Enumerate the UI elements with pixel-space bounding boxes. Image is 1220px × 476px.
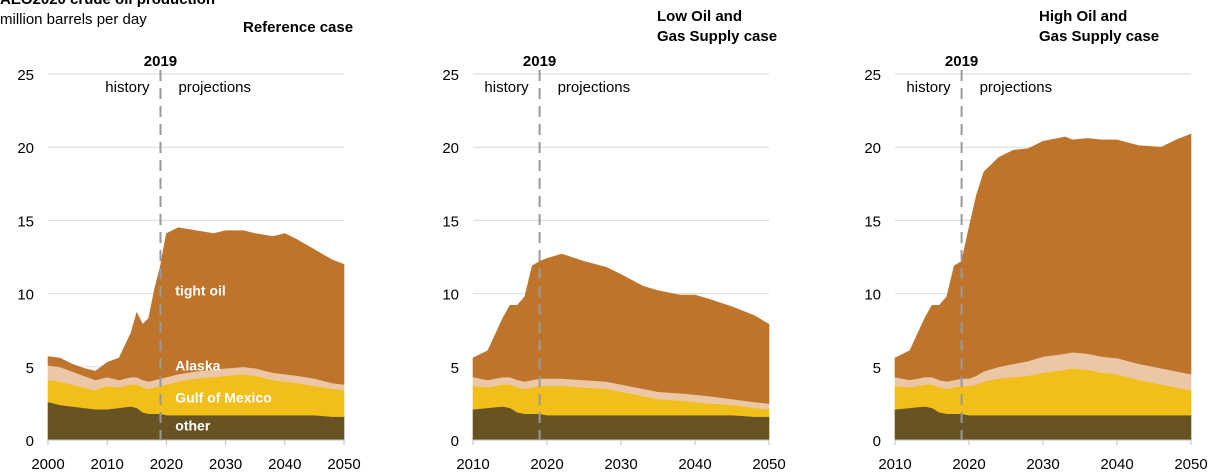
y-tick-label: 0 bbox=[873, 433, 881, 450]
y-tick-label: 0 bbox=[26, 433, 34, 450]
y-tick-label: 15 bbox=[864, 213, 881, 230]
y-tick-label: 10 bbox=[17, 287, 34, 304]
panel-title-high-line1: High Oil and bbox=[1039, 8, 1128, 25]
y-tick-label: 5 bbox=[451, 360, 459, 377]
y-tick-label: 5 bbox=[873, 360, 881, 377]
x-tick-label: 2030 bbox=[209, 456, 242, 473]
y-tick-label: 10 bbox=[442, 287, 459, 304]
panel-title-low-line1: Low Oil and bbox=[657, 8, 742, 25]
x-tick-label: 2030 bbox=[604, 456, 637, 473]
x-tick-label: 2000 bbox=[31, 456, 64, 473]
history-label: history bbox=[105, 79, 150, 96]
y-tick-label: 10 bbox=[864, 287, 881, 304]
x-tick-label: 2020 bbox=[952, 456, 985, 473]
projections-label: projections bbox=[558, 79, 631, 96]
x-tick-label: 2020 bbox=[150, 456, 183, 473]
y-tick-label: 25 bbox=[864, 67, 881, 84]
x-tick-label: 2040 bbox=[1100, 456, 1133, 473]
x-tick-label: 2040 bbox=[268, 456, 301, 473]
x-tick-label: 2010 bbox=[878, 456, 911, 473]
y-tick-label: 20 bbox=[442, 140, 459, 157]
series-label: Alaska bbox=[175, 357, 220, 373]
x-tick-label: 2010 bbox=[91, 456, 124, 473]
series-label: other bbox=[175, 417, 211, 433]
x-tick-label: 2030 bbox=[1026, 456, 1059, 473]
divider-year-label: 2019 bbox=[945, 53, 978, 70]
projections-label: projections bbox=[980, 79, 1053, 96]
divider-year-label: 2019 bbox=[144, 53, 177, 70]
x-tick-label: 2020 bbox=[530, 456, 563, 473]
area-tight-oil bbox=[472, 253, 770, 404]
x-tick-label: 2040 bbox=[678, 456, 711, 473]
divider-year-label: 2019 bbox=[523, 53, 556, 70]
x-tick-label: 2050 bbox=[752, 456, 785, 473]
x-tick-label: 2010 bbox=[456, 456, 489, 473]
x-tick-label: 2050 bbox=[327, 456, 360, 473]
history-label: history bbox=[484, 79, 529, 96]
y-tick-label: 0 bbox=[451, 433, 459, 450]
y-tick-label: 20 bbox=[864, 140, 881, 157]
area-tight-oil bbox=[47, 227, 345, 385]
y-tick-label: 15 bbox=[17, 213, 34, 230]
projections-label: projections bbox=[178, 79, 251, 96]
x-tick-label: 2050 bbox=[1174, 456, 1207, 473]
panel-title-low-line2: Gas Supply case bbox=[657, 28, 778, 45]
y-tick-label: 20 bbox=[17, 140, 34, 157]
area-tight-oil bbox=[894, 133, 1192, 382]
y-tick-label: 5 bbox=[26, 360, 34, 377]
units-label: million barrels per day bbox=[0, 11, 147, 28]
y-tick-label: 25 bbox=[17, 67, 34, 84]
y-tick-label: 25 bbox=[442, 67, 459, 84]
series-label: Gulf of Mexico bbox=[175, 390, 271, 406]
y-tick-label: 15 bbox=[442, 213, 459, 230]
history-label: history bbox=[906, 79, 951, 96]
series-label: tight oil bbox=[175, 283, 226, 299]
panel-title-reference: Reference case bbox=[243, 19, 354, 36]
figure-title: AEO2020 crude oil production bbox=[0, 0, 215, 8]
panel-title-high-line2: Gas Supply case bbox=[1039, 28, 1160, 45]
